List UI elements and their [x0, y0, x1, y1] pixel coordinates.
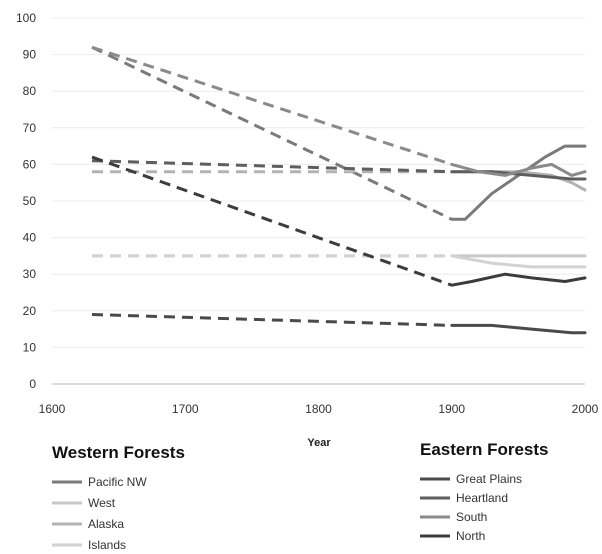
series-islands [92, 254, 587, 269]
y-tick-60: 60 [23, 157, 37, 171]
legend-label-north: North [456, 529, 485, 543]
series-north-record [450, 272, 587, 287]
series-north-estimate [91, 155, 453, 287]
legend-label-islands: Islands [88, 538, 126, 552]
legend-label-alaska: Alaska [88, 517, 124, 531]
series-great-plains-record [450, 323, 587, 335]
legend-label-great-plains: Great Plains [456, 472, 522, 486]
y-tick-80: 80 [23, 84, 37, 98]
series-great-plains [91, 313, 587, 335]
legend-heading-western: Western Forests [52, 443, 185, 462]
x-tick-1800: 1800 [305, 402, 332, 416]
y-tick-20: 20 [23, 304, 37, 318]
legend-label-pacific-nw: Pacific NW [88, 475, 147, 489]
x-tick-labels: 1600 1700 1800 1900 2000 [39, 402, 599, 416]
y-tick-labels: 0 10 20 30 40 50 60 70 80 90 100 [16, 11, 36, 391]
series-lines [91, 45, 587, 335]
series-islands-record [450, 254, 587, 269]
legend-eastern-entries: Great Plains Heartland South North [420, 472, 522, 543]
y-tick-50: 50 [23, 194, 37, 208]
series-south [91, 45, 587, 177]
x-tick-1600: 1600 [39, 402, 66, 416]
y-tick-40: 40 [23, 231, 37, 245]
x-tick-1900: 1900 [438, 402, 465, 416]
y-tick-0: 0 [29, 377, 36, 391]
series-heartland-estimate [91, 159, 452, 174]
series-pacific-nw-record [450, 144, 587, 221]
legend-label-south: South [456, 510, 487, 524]
legend-western-entries: Pacific NW West Alaska Islands [52, 475, 147, 552]
legend-heading-eastern: Eastern Forests [420, 440, 549, 459]
legend-eastern: Eastern Forests Great Plains Heartland Sou… [420, 440, 549, 543]
x-tick-2000: 2000 [572, 402, 599, 416]
series-pacific-nw-estimate [91, 45, 453, 221]
legend-western: Western Forests Pacific NW West Alaska Isla… [52, 443, 185, 552]
series-north [91, 155, 587, 287]
y-tick-30: 30 [23, 267, 37, 281]
x-tick-1700: 1700 [172, 402, 199, 416]
gridlines [52, 17, 585, 348]
series-south-record [450, 162, 587, 177]
legend-label-west: West [88, 496, 116, 510]
y-tick-70: 70 [23, 121, 37, 135]
y-tick-100: 100 [16, 11, 36, 25]
series-great-plains-estimate [91, 313, 452, 327]
legend-label-heartland: Heartland [456, 491, 508, 505]
y-tick-90: 90 [23, 48, 37, 62]
x-axis-title: Year [307, 437, 331, 449]
series-heartland [91, 159, 587, 181]
y-tick-10: 10 [23, 340, 37, 354]
series-pacific-nw [91, 45, 587, 221]
series-south-estimate [91, 45, 453, 166]
